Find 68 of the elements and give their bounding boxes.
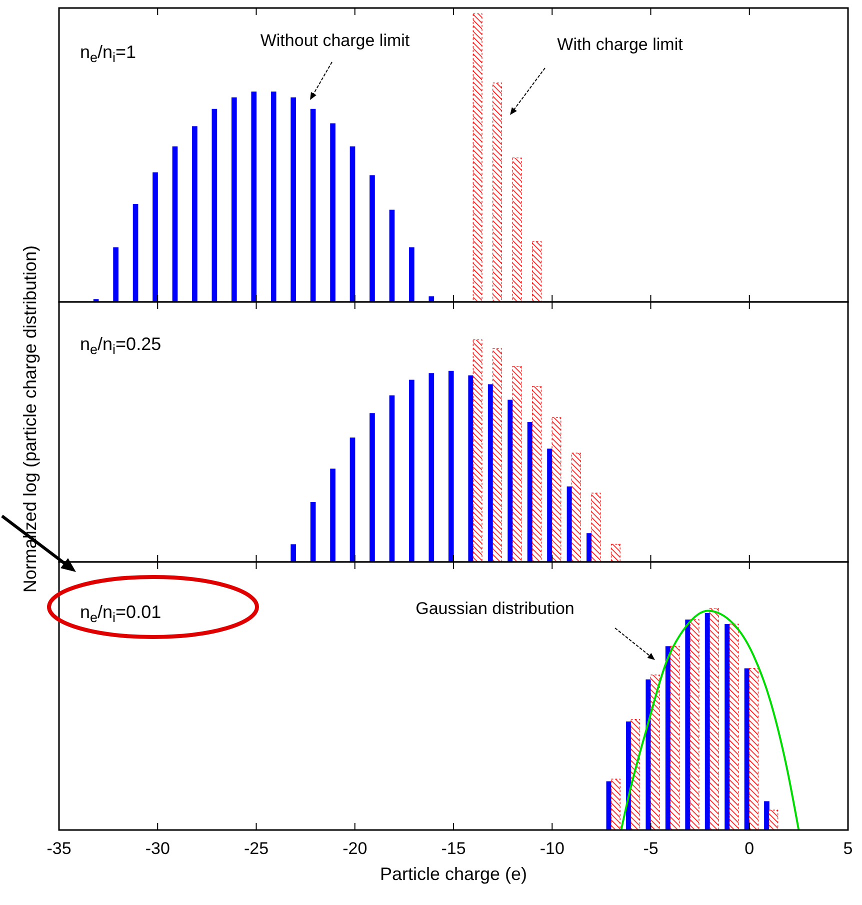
- x-tick-label: -30: [145, 839, 170, 858]
- bar: [532, 386, 542, 562]
- annotation: Without charge limit: [260, 31, 410, 50]
- bar: [472, 13, 482, 302]
- bar: [729, 624, 739, 830]
- annotation: n$_{e}$/n$_{i}$=0.01: [80, 602, 162, 626]
- bar: [172, 146, 178, 302]
- bar: [468, 375, 474, 562]
- bar: [330, 123, 336, 302]
- bar: [113, 247, 118, 302]
- bar: [270, 92, 276, 302]
- bar: [532, 241, 542, 302]
- bar: [670, 646, 680, 830]
- x-tick-label: -15: [441, 839, 466, 858]
- bar: [350, 438, 356, 562]
- bar: [310, 108, 316, 302]
- bar: [409, 380, 414, 562]
- x-tick-label: -10: [540, 839, 564, 858]
- bar: [409, 247, 414, 302]
- bar: [212, 108, 218, 302]
- bar: [630, 718, 640, 830]
- bar: [508, 400, 513, 562]
- bar: [512, 366, 522, 562]
- x-tick-label: 0: [744, 839, 754, 858]
- bar: [591, 492, 601, 562]
- bar: [310, 502, 316, 562]
- bar: [330, 468, 336, 562]
- bar: [251, 92, 257, 302]
- bar: [428, 296, 434, 302]
- bar: [610, 544, 620, 562]
- x-tick-label: -35: [46, 839, 72, 858]
- bar: [132, 204, 138, 302]
- annotation: n$_{e}$/n$_{i}$=1: [80, 42, 136, 66]
- bar: [370, 413, 375, 562]
- bar: [690, 619, 700, 830]
- bar: [512, 158, 522, 302]
- bar: [571, 452, 581, 562]
- bar: [290, 544, 296, 562]
- bar: [389, 210, 395, 302]
- bar: [389, 395, 395, 562]
- bar: [764, 801, 770, 830]
- bar: [492, 82, 502, 302]
- bar: [428, 373, 434, 562]
- bar: [192, 126, 198, 302]
- bar: [472, 339, 482, 562]
- bar: [685, 620, 690, 830]
- bar: [350, 146, 356, 302]
- annotation: n$_{e}$/n$_{i}$=0.25: [80, 334, 162, 358]
- y-axis-title: Normalized log (particle charge distribution): [20, 245, 40, 593]
- annotation: With charge limit: [557, 35, 684, 54]
- bar: [448, 370, 454, 562]
- bar: [152, 172, 158, 302]
- x-axis-title: Particle charge (e): [380, 864, 528, 884]
- x-tick-label: -5: [643, 839, 658, 858]
- bar: [710, 608, 719, 830]
- x-tick-label: -25: [244, 839, 269, 858]
- bar: [492, 348, 502, 562]
- x-tick-label: 5: [843, 839, 853, 858]
- bar: [370, 175, 375, 302]
- bar: [231, 97, 237, 302]
- x-tick-label: -20: [342, 839, 368, 858]
- bar: [650, 674, 660, 830]
- annotation: Gaussian distribution: [416, 599, 574, 618]
- bar: [748, 668, 758, 830]
- bar: [768, 810, 778, 830]
- bar: [552, 417, 562, 562]
- bar: [290, 97, 296, 302]
- bar: [610, 778, 620, 830]
